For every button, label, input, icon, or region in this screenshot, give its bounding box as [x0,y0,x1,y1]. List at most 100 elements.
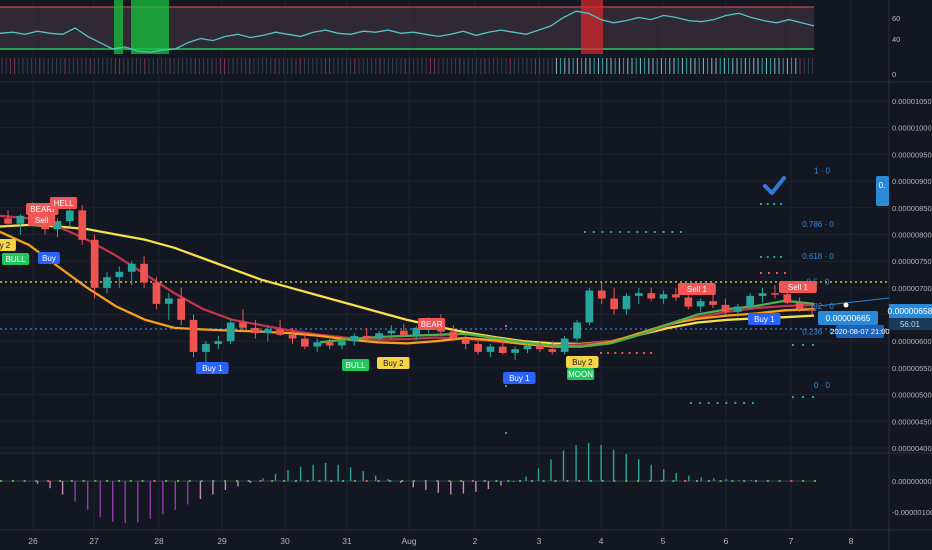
candle-body[interactable] [263,329,272,334]
candle-body[interactable] [288,334,297,339]
candle-body[interactable] [375,333,383,339]
candle-body[interactable] [610,298,618,310]
macd-signal-dot [365,480,368,482]
signal-dot [768,272,770,274]
candle-body[interactable] [672,294,680,298]
candle-body[interactable] [214,341,223,344]
candle-body[interactable] [53,221,62,230]
signal-dot [645,231,648,233]
candle-body[interactable] [647,293,656,299]
candle-body[interactable] [696,301,705,307]
signal-label-bull[interactable]: BULL [2,253,30,265]
signal-label-buy2[interactable]: y 2 [0,239,16,251]
macd-panel[interactable] [0,443,816,524]
candle-body[interactable] [684,297,693,307]
candle-body[interactable] [90,239,99,288]
candle-body[interactable] [189,319,198,352]
candle-body[interactable] [635,293,643,296]
candle-body[interactable] [127,263,136,272]
candle-body[interactable] [16,215,25,224]
signal-label-sell[interactable]: Sell 1 [678,283,716,295]
candle-body[interactable] [573,322,581,339]
signal-label-sell[interactable]: HELL [50,197,78,209]
signal-label-buy[interactable]: Buy 1 [196,362,229,374]
candle-body[interactable] [140,263,148,283]
candle-body[interactable] [338,341,346,346]
candle-body[interactable] [709,301,717,305]
candle-body[interactable] [474,343,482,352]
candle-body[interactable] [202,343,210,352]
candle-body[interactable] [783,294,792,303]
candle-body[interactable] [103,277,111,288]
candle-body[interactable] [66,210,74,222]
time-axis-label: 29 [217,536,227,546]
candle-body[interactable] [746,295,754,307]
candle-body[interactable] [449,331,458,339]
candle-body[interactable] [659,294,668,299]
candle-body[interactable] [4,218,12,224]
candle-body[interactable] [808,309,816,311]
candle-body[interactable] [486,346,495,352]
fib-level-label: 1 · 0 [814,166,831,175]
candle-body[interactable] [387,330,396,334]
candle-body[interactable] [560,338,569,352]
time-axis[interactable]: 26 27 28 29 30 31 Aug 2 3 4 5 6 7 8 [28,536,853,546]
macd-signal-dot [200,480,203,482]
candle-body[interactable] [78,210,87,240]
candle-body[interactable] [152,282,161,304]
candle-body[interactable] [251,327,260,334]
moving-average-line [0,223,815,346]
candle-body[interactable] [325,342,334,346]
candle-body[interactable] [226,322,235,342]
candle-body[interactable] [165,298,173,304]
candle-body[interactable] [498,346,507,353]
macd-signal-dot [177,480,179,482]
signal-dot [642,352,645,354]
candle-body[interactable] [622,295,631,310]
candle-body[interactable] [523,345,532,350]
current-price-marker[interactable]: 0.00000665 2020-08-07 21:00 0.00000658 5… [817,176,932,338]
candle-body[interactable] [511,349,519,353]
signal-label-buy2[interactable]: Buy 2 [566,356,599,368]
signal-label-bull[interactable]: BULL [342,359,370,371]
candle-body[interactable] [585,290,594,323]
candle-body[interactable] [276,329,284,335]
candle-body[interactable] [350,335,359,342]
candle-body[interactable] [301,338,309,347]
candle-body[interactable] [362,335,371,339]
signal-label-text: Buy [42,254,56,263]
rsi-panel[interactable] [0,0,815,54]
candle-body[interactable] [400,330,408,335]
signal-dot [618,231,621,233]
signal-label-text: Buy 1 [509,374,530,383]
candle-body[interactable] [734,306,742,312]
signal-label-sell[interactable]: BEAR [418,318,446,330]
candle-body[interactable] [412,327,421,335]
candle-body[interactable] [239,322,247,328]
signal-label-bull[interactable]: MOON [567,368,595,380]
signal-label-sell[interactable]: Sell 1 [779,281,817,293]
candle-body[interactable] [115,271,124,278]
volume-axis-label: 0 [892,70,896,79]
candle-body[interactable] [758,293,767,296]
candle-body[interactable] [771,293,779,295]
candle-body[interactable] [177,298,185,320]
signal-label-buy[interactable]: Buy 1 [503,372,536,384]
signal-label-buy[interactable]: Buy 1 [748,313,781,325]
signal-label-sell[interactable]: Sell [28,214,56,226]
signal-label-buy[interactable]: Buy [38,252,60,264]
macd-signal-dot [283,480,286,482]
candle-body[interactable] [461,338,470,344]
candle-body[interactable] [597,290,606,299]
signal-label-buy2[interactable]: Buy 2 [377,357,410,369]
macd-signal-dot [696,480,698,482]
macd-signal-dot [212,480,215,482]
candle-body[interactable] [548,349,557,352]
candle-body[interactable] [313,342,322,347]
candle-body[interactable] [795,302,804,310]
candle-body[interactable] [536,345,544,350]
candle-body[interactable] [721,304,730,312]
